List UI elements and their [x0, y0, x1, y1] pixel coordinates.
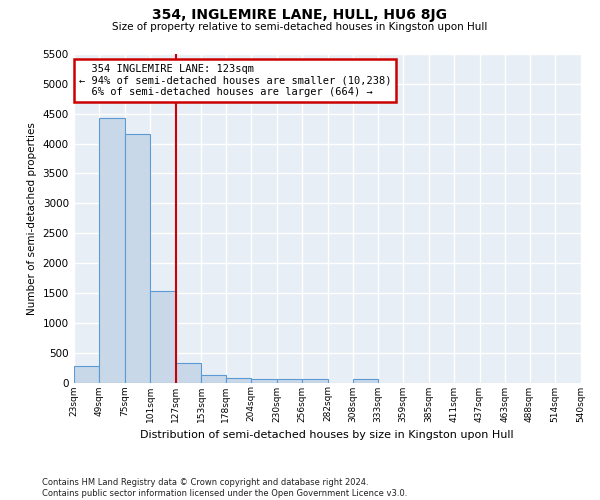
Bar [201, 376, 226, 382]
Bar [353, 379, 377, 382]
Bar [99, 118, 125, 382]
Text: Contains HM Land Registry data © Crown copyright and database right 2024.
Contai: Contains HM Land Registry data © Crown c… [42, 478, 407, 498]
X-axis label: Distribution of semi-detached houses by size in Kingston upon Hull: Distribution of semi-detached houses by … [140, 430, 514, 440]
Bar [226, 378, 251, 382]
Text: 354, INGLEMIRE LANE, HULL, HU6 8JG: 354, INGLEMIRE LANE, HULL, HU6 8JG [152, 8, 448, 22]
Y-axis label: Number of semi-detached properties: Number of semi-detached properties [27, 122, 37, 314]
Bar [150, 290, 176, 382]
Bar [74, 366, 99, 382]
Bar [302, 378, 328, 382]
Text: 354 INGLEMIRE LANE: 123sqm
← 94% of semi-detached houses are smaller (10,238)
  : 354 INGLEMIRE LANE: 123sqm ← 94% of semi… [79, 64, 391, 97]
Bar [251, 379, 277, 382]
Text: Size of property relative to semi-detached houses in Kingston upon Hull: Size of property relative to semi-detach… [112, 22, 488, 32]
Bar [176, 364, 201, 382]
Bar [125, 134, 150, 382]
Bar [277, 379, 302, 382]
